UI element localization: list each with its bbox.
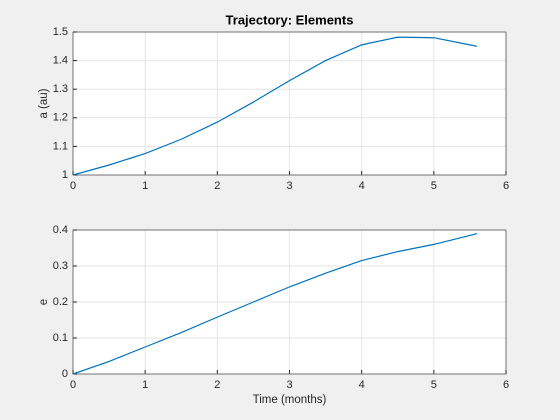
x-axis-label: Time (months) bbox=[253, 394, 327, 406]
x-tick-label: 4 bbox=[359, 180, 365, 192]
x-tick-label: 3 bbox=[286, 180, 292, 192]
y-axis-label: e bbox=[38, 299, 50, 305]
axes-box bbox=[72, 31, 507, 176]
x-tick-label: 2 bbox=[214, 180, 220, 192]
y-tick-label: 1.3 bbox=[53, 83, 68, 95]
x-tick-label: 6 bbox=[503, 180, 509, 192]
x-tick-label: 0 bbox=[70, 180, 76, 192]
x-tick-label: 4 bbox=[359, 379, 365, 391]
y-tick-label: 0.3 bbox=[53, 260, 68, 272]
data-line bbox=[72, 36, 478, 176]
x-tick-label: 5 bbox=[431, 180, 437, 192]
y-tick-label: 0.1 bbox=[53, 332, 68, 344]
x-tick-label: 1 bbox=[142, 180, 148, 192]
x-tick-label: 2 bbox=[214, 379, 220, 391]
y-tick-label: 1.1 bbox=[53, 140, 68, 152]
x-tick-label: 0 bbox=[70, 379, 76, 391]
x-tick-label: 1 bbox=[142, 379, 148, 391]
y-tick-label: 0 bbox=[62, 368, 68, 380]
y-tick-label: 0.2 bbox=[53, 296, 68, 308]
x-tick-label: 3 bbox=[286, 379, 292, 391]
y-tick-label: 1.2 bbox=[53, 112, 68, 124]
y-tick-label: 0.4 bbox=[53, 224, 68, 236]
data-line bbox=[72, 233, 478, 375]
y-tick-label: 1.5 bbox=[53, 26, 68, 38]
axes-box bbox=[72, 229, 507, 375]
y-tick-label: 1.4 bbox=[53, 55, 68, 67]
y-tick-label: 1 bbox=[62, 169, 68, 181]
chart-title: Trajectory: Elements bbox=[226, 12, 354, 27]
x-tick-label: 6 bbox=[503, 379, 509, 391]
y-axis-label: a (au) bbox=[38, 88, 50, 118]
x-tick-label: 5 bbox=[431, 379, 437, 391]
